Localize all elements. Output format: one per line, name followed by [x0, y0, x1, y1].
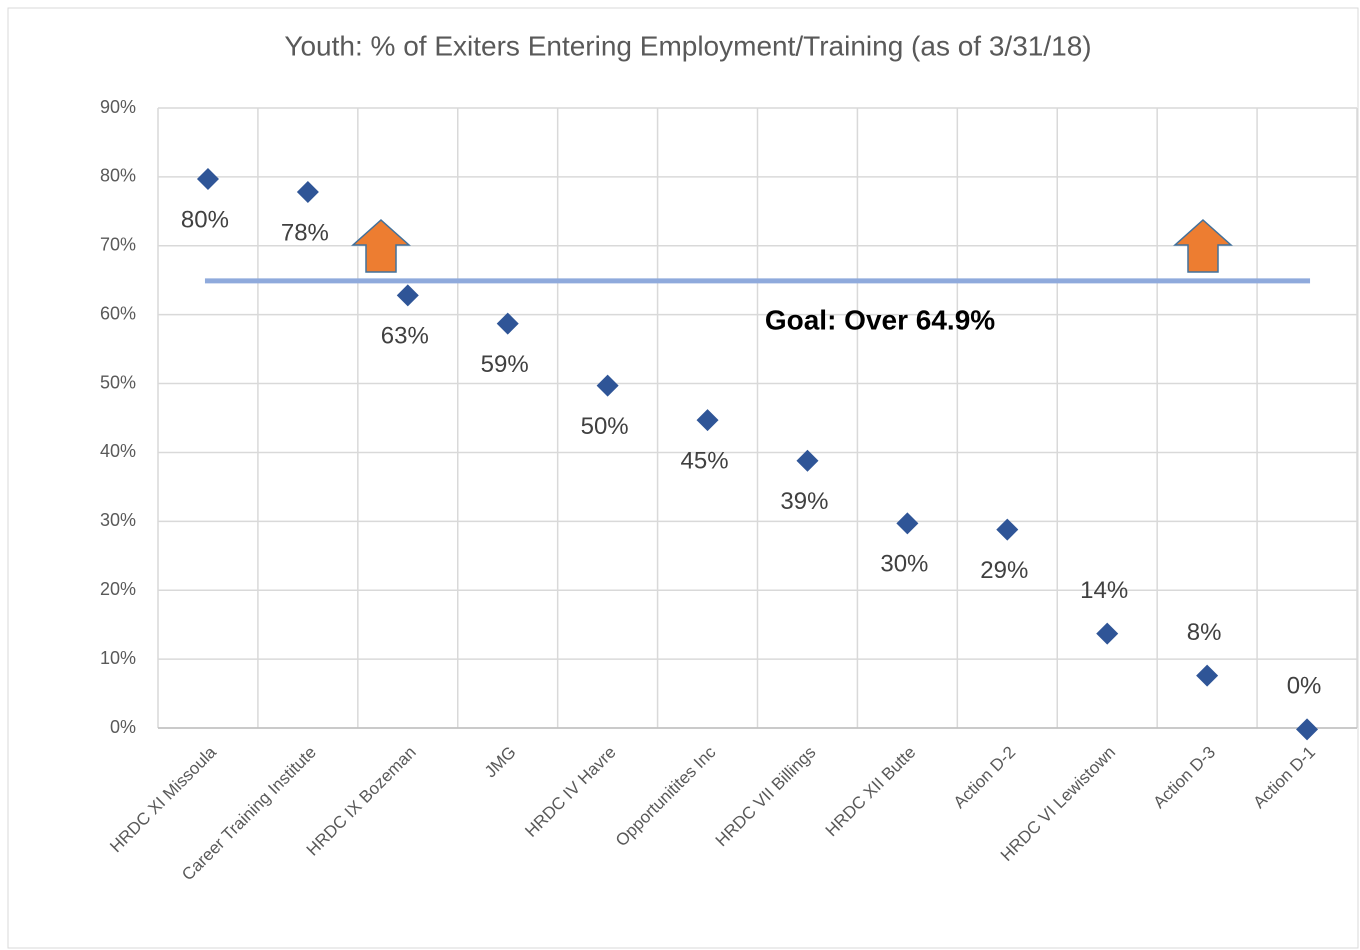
- y-tick-label: 50%: [100, 372, 136, 392]
- marker: [596, 374, 619, 397]
- y-tick-label: 20%: [100, 579, 136, 599]
- y-tick-label: 90%: [100, 97, 136, 117]
- y-tick-label: 40%: [100, 441, 136, 461]
- marker: [896, 512, 919, 535]
- y-tick-label: 70%: [100, 235, 136, 255]
- up-arrow: [1173, 218, 1233, 273]
- data-label: 29%: [980, 557, 1028, 584]
- marker: [496, 312, 519, 335]
- data-label: 0%: [1287, 673, 1322, 700]
- data-label: 14%: [1080, 577, 1128, 604]
- marker: [1196, 664, 1219, 687]
- marker: [1096, 622, 1119, 645]
- y-tick-label: 10%: [100, 648, 136, 668]
- data-label: 39%: [780, 488, 828, 515]
- up-arrow: [351, 218, 411, 273]
- y-tick-label: 30%: [100, 510, 136, 530]
- marker: [296, 181, 319, 204]
- y-tick-label: 0%: [110, 717, 136, 737]
- marker: [796, 449, 819, 472]
- y-tick-label: 80%: [100, 166, 136, 186]
- marker: [196, 167, 219, 190]
- marker: [996, 518, 1019, 541]
- data-label: 59%: [481, 351, 529, 378]
- chart-border: [7, 7, 1359, 949]
- y-tick-label: 60%: [100, 303, 136, 323]
- marker: [396, 284, 419, 307]
- data-label: 63%: [381, 323, 429, 350]
- data-label: 30%: [880, 551, 928, 578]
- data-label: 45%: [681, 447, 729, 474]
- data-label: 78%: [281, 219, 329, 246]
- data-label: 80%: [181, 206, 229, 233]
- data-label: 50%: [581, 413, 629, 440]
- goal-label: Goal: Over 64.9%: [765, 304, 995, 335]
- chart-title: Youth: % of Exiters Entering Employment/…: [284, 30, 1091, 61]
- marker: [696, 409, 719, 432]
- marker: [1296, 718, 1319, 741]
- data-label: 8%: [1187, 619, 1222, 646]
